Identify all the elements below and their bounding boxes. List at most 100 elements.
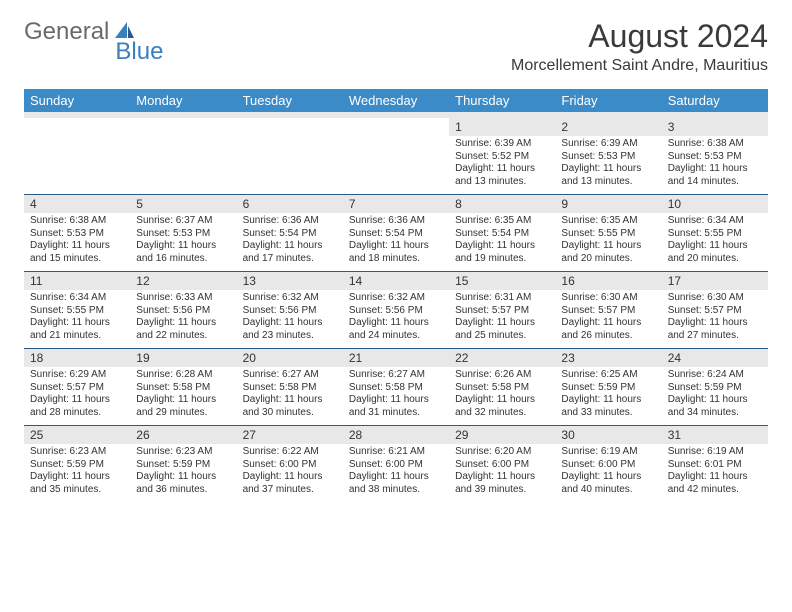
sunset-line: Sunset: 5:58 PM bbox=[349, 382, 443, 395]
week-row: 25Sunrise: 6:23 AMSunset: 5:59 PMDayligh… bbox=[24, 425, 768, 502]
sunset-line: Sunset: 5:57 PM bbox=[668, 305, 762, 318]
day-cell bbox=[237, 118, 343, 194]
day-body: Sunrise: 6:27 AMSunset: 5:58 PMDaylight:… bbox=[237, 367, 343, 425]
calendar-table: SundayMondayTuesdayWednesdayThursdayFrid… bbox=[24, 89, 768, 502]
day-body: Sunrise: 6:29 AMSunset: 5:57 PMDaylight:… bbox=[24, 367, 130, 425]
sunset-line: Sunset: 5:59 PM bbox=[668, 382, 762, 395]
day-number: 31 bbox=[662, 425, 768, 444]
daylight-line: Daylight: 11 hours and 19 minutes. bbox=[455, 240, 549, 265]
day-body: Sunrise: 6:36 AMSunset: 5:54 PMDaylight:… bbox=[237, 213, 343, 271]
sunrise-line: Sunrise: 6:24 AM bbox=[668, 369, 762, 382]
day-body: Sunrise: 6:38 AMSunset: 5:53 PMDaylight:… bbox=[24, 213, 130, 271]
day-body: Sunrise: 6:36 AMSunset: 5:54 PMDaylight:… bbox=[343, 213, 449, 271]
day-number: 27 bbox=[237, 425, 343, 444]
sunrise-line: Sunrise: 6:26 AM bbox=[455, 369, 549, 382]
logo: General Blue bbox=[24, 18, 185, 46]
day-cell: 14Sunrise: 6:32 AMSunset: 5:56 PMDayligh… bbox=[343, 271, 449, 348]
sunrise-line: Sunrise: 6:37 AM bbox=[136, 215, 230, 228]
sunrise-line: Sunrise: 6:35 AM bbox=[455, 215, 549, 228]
daylight-line: Daylight: 11 hours and 42 minutes. bbox=[668, 471, 762, 496]
sunrise-line: Sunrise: 6:32 AM bbox=[349, 292, 443, 305]
sunrise-line: Sunrise: 6:29 AM bbox=[30, 369, 124, 382]
sunrise-line: Sunrise: 6:20 AM bbox=[455, 446, 549, 459]
day-cell bbox=[24, 118, 130, 194]
daylight-line: Daylight: 11 hours and 30 minutes. bbox=[243, 394, 337, 419]
sunrise-line: Sunrise: 6:36 AM bbox=[243, 215, 337, 228]
day-body: Sunrise: 6:34 AMSunset: 5:55 PMDaylight:… bbox=[24, 290, 130, 348]
daylight-line: Daylight: 11 hours and 32 minutes. bbox=[455, 394, 549, 419]
day-cell: 18Sunrise: 6:29 AMSunset: 5:57 PMDayligh… bbox=[24, 348, 130, 425]
sunrise-line: Sunrise: 6:38 AM bbox=[668, 138, 762, 151]
day-cell: 1Sunrise: 6:39 AMSunset: 5:52 PMDaylight… bbox=[449, 118, 555, 194]
daylight-line: Daylight: 11 hours and 20 minutes. bbox=[668, 240, 762, 265]
sunrise-line: Sunrise: 6:28 AM bbox=[136, 369, 230, 382]
sunrise-line: Sunrise: 6:34 AM bbox=[30, 292, 124, 305]
day-number: 12 bbox=[130, 271, 236, 290]
daylight-line: Daylight: 11 hours and 13 minutes. bbox=[561, 163, 655, 188]
sunset-line: Sunset: 5:59 PM bbox=[136, 459, 230, 472]
sunset-line: Sunset: 5:56 PM bbox=[349, 305, 443, 318]
sunrise-line: Sunrise: 6:27 AM bbox=[349, 369, 443, 382]
day-body: Sunrise: 6:27 AMSunset: 5:58 PMDaylight:… bbox=[343, 367, 449, 425]
day-body: Sunrise: 6:25 AMSunset: 5:59 PMDaylight:… bbox=[555, 367, 661, 425]
daylight-line: Daylight: 11 hours and 23 minutes. bbox=[243, 317, 337, 342]
day-number: 22 bbox=[449, 348, 555, 367]
daylight-line: Daylight: 11 hours and 35 minutes. bbox=[30, 471, 124, 496]
day-body: Sunrise: 6:39 AMSunset: 5:53 PMDaylight:… bbox=[555, 136, 661, 194]
day-number: 26 bbox=[130, 425, 236, 444]
day-number: 7 bbox=[343, 194, 449, 213]
sunrise-line: Sunrise: 6:32 AM bbox=[243, 292, 337, 305]
sunset-line: Sunset: 5:55 PM bbox=[30, 305, 124, 318]
day-number: 11 bbox=[24, 271, 130, 290]
sunset-line: Sunset: 5:55 PM bbox=[668, 228, 762, 241]
day-cell: 25Sunrise: 6:23 AMSunset: 5:59 PMDayligh… bbox=[24, 425, 130, 502]
day-number: 21 bbox=[343, 348, 449, 367]
day-cell: 2Sunrise: 6:39 AMSunset: 5:53 PMDaylight… bbox=[555, 118, 661, 194]
sunset-line: Sunset: 5:59 PM bbox=[561, 382, 655, 395]
sunset-line: Sunset: 5:55 PM bbox=[561, 228, 655, 241]
daylight-line: Daylight: 11 hours and 36 minutes. bbox=[136, 471, 230, 496]
day-body: Sunrise: 6:39 AMSunset: 5:52 PMDaylight:… bbox=[449, 136, 555, 194]
daylight-line: Daylight: 11 hours and 40 minutes. bbox=[561, 471, 655, 496]
month-title: August 2024 bbox=[511, 18, 768, 55]
day-number: 3 bbox=[662, 118, 768, 136]
day-cell: 23Sunrise: 6:25 AMSunset: 5:59 PMDayligh… bbox=[555, 348, 661, 425]
sunrise-line: Sunrise: 6:22 AM bbox=[243, 446, 337, 459]
sunrise-line: Sunrise: 6:23 AM bbox=[30, 446, 124, 459]
sunset-line: Sunset: 5:58 PM bbox=[136, 382, 230, 395]
day-body: Sunrise: 6:23 AMSunset: 5:59 PMDaylight:… bbox=[130, 444, 236, 502]
daylight-line: Daylight: 11 hours and 24 minutes. bbox=[349, 317, 443, 342]
day-number: 19 bbox=[130, 348, 236, 367]
sunset-line: Sunset: 6:00 PM bbox=[455, 459, 549, 472]
day-body: Sunrise: 6:35 AMSunset: 5:54 PMDaylight:… bbox=[449, 213, 555, 271]
sunrise-line: Sunrise: 6:31 AM bbox=[455, 292, 549, 305]
weekday-header: Tuesday bbox=[237, 89, 343, 112]
daylight-line: Daylight: 11 hours and 33 minutes. bbox=[561, 394, 655, 419]
day-number: 1 bbox=[449, 118, 555, 136]
sunset-line: Sunset: 5:56 PM bbox=[243, 305, 337, 318]
header: General Blue August 2024 Morcellement Sa… bbox=[24, 18, 768, 75]
day-body: Sunrise: 6:37 AMSunset: 5:53 PMDaylight:… bbox=[130, 213, 236, 271]
week-row: 18Sunrise: 6:29 AMSunset: 5:57 PMDayligh… bbox=[24, 348, 768, 425]
day-body bbox=[24, 122, 130, 178]
day-body bbox=[130, 122, 236, 178]
day-cell: 26Sunrise: 6:23 AMSunset: 5:59 PMDayligh… bbox=[130, 425, 236, 502]
day-cell: 8Sunrise: 6:35 AMSunset: 5:54 PMDaylight… bbox=[449, 194, 555, 271]
day-cell: 17Sunrise: 6:30 AMSunset: 5:57 PMDayligh… bbox=[662, 271, 768, 348]
week-row: 4Sunrise: 6:38 AMSunset: 5:53 PMDaylight… bbox=[24, 194, 768, 271]
weekday-header: Friday bbox=[555, 89, 661, 112]
daylight-line: Daylight: 11 hours and 21 minutes. bbox=[30, 317, 124, 342]
daylight-line: Daylight: 11 hours and 28 minutes. bbox=[30, 394, 124, 419]
daylight-line: Daylight: 11 hours and 22 minutes. bbox=[136, 317, 230, 342]
daylight-line: Daylight: 11 hours and 27 minutes. bbox=[668, 317, 762, 342]
day-cell: 24Sunrise: 6:24 AMSunset: 5:59 PMDayligh… bbox=[662, 348, 768, 425]
day-cell: 5Sunrise: 6:37 AMSunset: 5:53 PMDaylight… bbox=[130, 194, 236, 271]
day-number: 8 bbox=[449, 194, 555, 213]
day-number: 4 bbox=[24, 194, 130, 213]
day-number: 2 bbox=[555, 118, 661, 136]
sunset-line: Sunset: 5:57 PM bbox=[455, 305, 549, 318]
day-number: 10 bbox=[662, 194, 768, 213]
sunset-line: Sunset: 5:53 PM bbox=[561, 151, 655, 164]
day-cell: 7Sunrise: 6:36 AMSunset: 5:54 PMDaylight… bbox=[343, 194, 449, 271]
day-number: 13 bbox=[237, 271, 343, 290]
